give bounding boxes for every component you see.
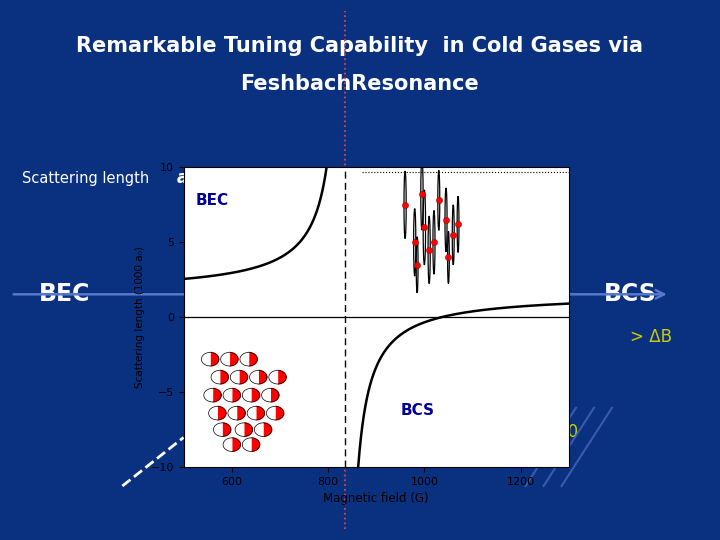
Polygon shape [239,370,248,384]
Text: FeshbachResonance: FeshbachResonance [240,73,480,94]
X-axis label: Magnetic field (G): Magnetic field (G) [323,492,429,505]
Polygon shape [243,388,251,402]
Polygon shape [232,438,240,451]
Polygon shape [235,423,244,436]
Polygon shape [254,423,263,436]
Polygon shape [212,388,221,402]
Polygon shape [266,407,275,420]
Polygon shape [220,353,230,366]
Polygon shape [244,423,253,436]
Polygon shape [277,370,286,384]
Text: Remarkable Tuning Capability  in Cold Gases via: Remarkable Tuning Capability in Cold Gas… [76,36,644,56]
Polygon shape [256,407,264,420]
Polygon shape [237,407,246,420]
Polygon shape [247,407,256,420]
Text: BEC: BEC [196,193,229,208]
Text: BCS: BCS [400,403,434,417]
Polygon shape [223,438,232,451]
Polygon shape [232,388,240,402]
Polygon shape [220,370,228,384]
Polygon shape [210,353,219,366]
Polygon shape [251,438,260,451]
Polygon shape [211,370,220,384]
Polygon shape [213,423,222,436]
Polygon shape [275,407,284,420]
Polygon shape [240,353,248,366]
Polygon shape [209,407,217,420]
Polygon shape [230,370,239,384]
Text: BEC: BEC [39,282,91,306]
Polygon shape [269,370,277,384]
Polygon shape [251,388,260,402]
Polygon shape [258,370,267,384]
Y-axis label: Scattering length (1000 a₀): Scattering length (1000 a₀) [135,246,145,388]
Polygon shape [217,407,226,420]
Polygon shape [250,370,258,384]
Text: > ΔB: > ΔB [630,328,672,347]
Polygon shape [222,423,231,436]
Polygon shape [223,388,232,402]
Text: a > 0: a > 0 [248,168,294,186]
Polygon shape [204,388,212,402]
Text: BCS: BCS [603,282,657,306]
Polygon shape [230,353,238,366]
Text: a < 0: a < 0 [533,423,578,441]
Polygon shape [243,438,251,451]
Polygon shape [248,353,257,366]
Text: a: a [176,169,188,187]
Text: Scattering length: Scattering length [22,171,149,186]
Polygon shape [202,353,210,366]
Polygon shape [228,407,237,420]
Polygon shape [263,423,271,436]
Polygon shape [270,388,279,402]
Polygon shape [261,388,270,402]
